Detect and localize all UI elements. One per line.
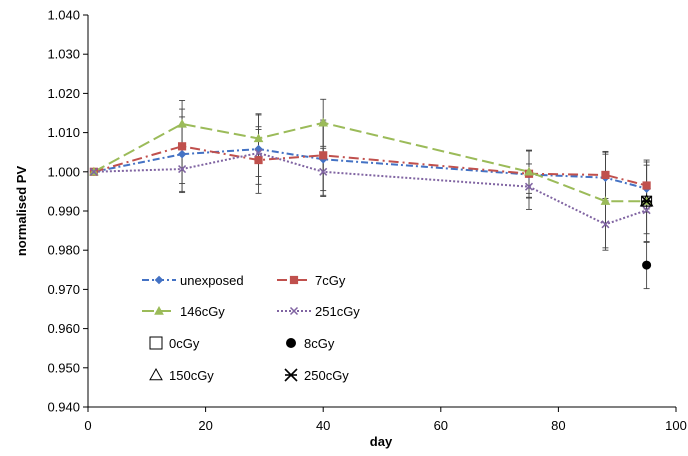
legend-marker [289,275,299,285]
data-point-unexposed [254,144,263,154]
y-tick-label: 0.960 [47,321,80,336]
legend-marker [149,336,163,350]
legend-marker [149,367,163,381]
series-lines [93,121,647,226]
x-tick-label: 20 [198,418,212,433]
series-line-146cGy [93,121,647,203]
legend-item-0cGy: 0cGy [149,336,200,351]
data-point-8cGy [642,260,652,270]
data-point-251cGy [319,167,328,176]
axes: 0.940 0.950 0.960 0.970 0.980 0.990 1.000 1.010… [47,8,686,434]
x-tick-label: 100 [665,418,687,433]
data-point-7cGy [319,151,328,160]
data-point-146cGy [253,133,264,143]
legend-item-146cGy: 146cGy [142,304,225,319]
y-tick-label: 1.020 [47,86,80,101]
data-point-251cGy [178,165,187,174]
legend-label: unexposed [180,273,244,288]
legend-marker [154,275,164,285]
data-point-251cGy [89,167,98,176]
series-markers [89,117,654,270]
data-point-146cGy [177,118,187,128]
legend-label: 7cGy [315,273,346,288]
legend-marker [154,305,164,315]
y-tick-label: 0.990 [47,204,80,219]
y-tick-label: 0.980 [47,243,80,258]
x-tick-label: 40 [316,418,330,433]
x-tick-label: 60 [434,418,448,433]
data-point-251cGy [642,206,651,215]
data-point-251cGy [254,148,263,158]
data-point-146cGy [524,166,534,176]
data-point-251cGy [601,220,610,229]
legend-marker [286,338,296,348]
legend-item-150cGy: 150cGy [149,367,214,383]
legend-item-7cGy: 7cGy [277,273,346,288]
legend-item-251cGy: 251cGy [277,304,360,319]
legend-label: 146cGy [180,304,225,319]
data-point-7cGy [177,142,187,151]
data-point-7cGy [642,181,651,190]
y-tick-label: 1.030 [47,47,80,62]
legend-item-250cGy: 250cGy [284,368,349,383]
y-tick-label: 1.040 [47,8,80,23]
x-axis-title: day [370,434,393,449]
y-tick-label: 1.000 [47,164,80,179]
legend-item-8cGy: 8cGy [286,336,335,351]
error-bars [179,98,650,290]
data-point-250cGy [641,195,653,207]
series-line-251cGy [93,151,647,226]
x-tick-label: 80 [551,418,565,433]
series-line-unexposed [93,148,647,190]
data-point-7cGy [601,170,610,180]
legend-label: 250cGy [304,368,349,383]
legend-label: 8cGy [304,336,335,351]
legend-label: 150cGy [169,368,214,383]
legend-item-unexposed: unexposed [142,273,244,288]
y-tick-label: 0.950 [47,360,80,375]
legend-label: 0cGy [169,336,200,351]
legend-marker [289,306,299,316]
data-point-7cGy [254,155,263,165]
y-axis-title: normalised PV [14,166,29,257]
y-tick-label: 1.010 [47,125,80,140]
legend: unexposed 7cGy 146cGy 251cGy 0cGy 8cGy 150cGy 2… [142,273,360,383]
series-line-7cGy [93,145,647,187]
y-tick-label: 0.970 [47,282,80,297]
x-tick-label: 0 [84,418,91,433]
data-point-146cGy [318,117,329,127]
legend-label: 251cGy [315,304,360,319]
data-point-251cGy [524,182,534,191]
y-tick-label: 0.940 [47,400,80,415]
data-point-unexposed [177,149,187,159]
legend-marker [284,368,298,382]
data-point-146cGy [600,196,611,205]
